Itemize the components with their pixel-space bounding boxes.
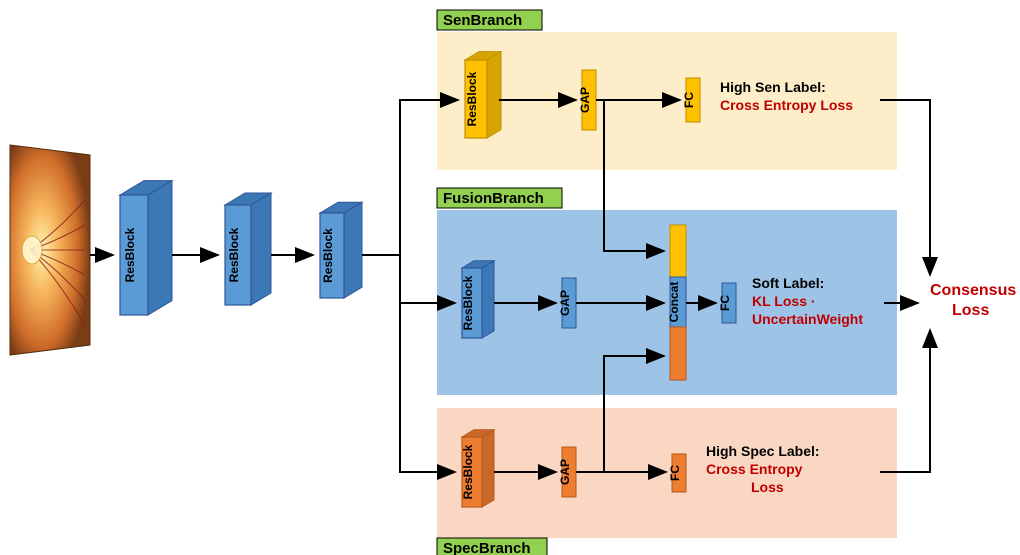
svg-text:ResBlock: ResBlock xyxy=(461,444,475,499)
svg-text:Cross Entropy Loss: Cross Entropy Loss xyxy=(720,97,853,113)
svg-text:Cross Entropy: Cross Entropy xyxy=(706,461,803,477)
svg-text:GAP: GAP xyxy=(578,87,592,113)
svg-text:Loss: Loss xyxy=(751,479,784,495)
svg-text:SpecBranch: SpecBranch xyxy=(443,540,531,555)
svg-text:GAP: GAP xyxy=(558,459,572,485)
svg-text:Loss: Loss xyxy=(952,302,989,319)
svg-text:UncertainWeight: UncertainWeight xyxy=(752,311,863,327)
concat-seg xyxy=(670,225,686,277)
diagram-canvas: SenBranch FusionBranch SpecBranch ResBlock R… xyxy=(0,0,1020,555)
svg-text:ResBlock: ResBlock xyxy=(321,228,335,283)
svg-text:High Sen Label:: High Sen Label: xyxy=(720,79,826,95)
svg-text:KL Loss ·: KL Loss · xyxy=(752,293,816,309)
svg-text:FusionBranch: FusionBranch xyxy=(443,190,544,207)
svg-text:ResBlock: ResBlock xyxy=(123,227,137,282)
svg-text:Concat: Concat xyxy=(667,282,681,323)
svg-text:Consensus: Consensus xyxy=(930,282,1016,299)
svg-text:ResBlock: ResBlock xyxy=(461,275,475,330)
svg-text:High Spec Label:: High Spec Label: xyxy=(706,443,820,459)
svg-text:FC: FC xyxy=(718,295,732,311)
svg-text:ResBlock: ResBlock xyxy=(465,71,479,126)
svg-text:ResBlock: ResBlock xyxy=(227,227,241,282)
svg-text:FC: FC xyxy=(668,465,682,481)
svg-text:FC: FC xyxy=(682,92,696,108)
input-image xyxy=(10,145,90,355)
concat-seg xyxy=(670,327,686,380)
svg-text:GAP: GAP xyxy=(558,290,572,316)
svg-text:Soft Label:: Soft Label: xyxy=(752,275,824,291)
svg-text:SenBranch: SenBranch xyxy=(443,12,522,29)
